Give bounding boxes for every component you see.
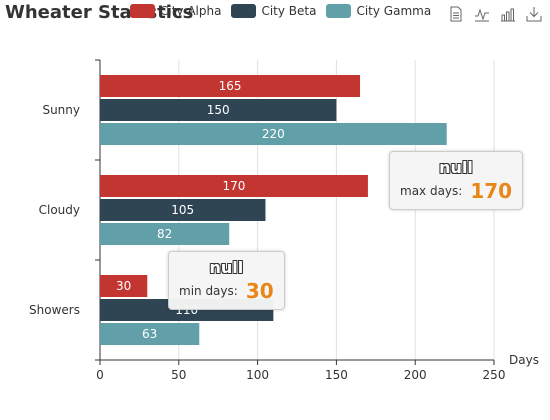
x-tick-label: 250 bbox=[483, 368, 506, 382]
bar bbox=[100, 275, 148, 297]
data-view-icon[interactable] bbox=[448, 6, 464, 22]
legend-label-city-gamma: City Gamma bbox=[356, 4, 432, 18]
tooltip-max: null max days: 170 bbox=[389, 151, 524, 210]
legend-item-city-gamma[interactable]: City Gamma bbox=[326, 4, 431, 18]
toolbox bbox=[448, 6, 550, 22]
x-axis-title: Days bbox=[509, 353, 539, 367]
bar-value-label: 63 bbox=[142, 327, 157, 341]
tooltip-max-value: 170 bbox=[470, 179, 513, 203]
y-category-label: Showers bbox=[29, 303, 80, 317]
legend-item-city-beta[interactable]: City Beta bbox=[231, 4, 316, 18]
legend: City Alpha City Beta City Gamma bbox=[130, 4, 441, 18]
save-image-icon[interactable] bbox=[526, 6, 542, 22]
bar-value-label: 170 bbox=[223, 179, 246, 193]
bar bbox=[100, 99, 337, 121]
bar-chart-icon[interactable] bbox=[500, 6, 516, 22]
tooltip-max-label: max days: bbox=[400, 184, 463, 198]
legend-swatch-city-alpha bbox=[130, 4, 155, 18]
tooltip-min-value: 30 bbox=[245, 279, 274, 303]
x-tick-label: 150 bbox=[325, 368, 348, 382]
bar bbox=[100, 123, 447, 145]
x-tick-label: 200 bbox=[404, 368, 427, 382]
line-chart-icon[interactable] bbox=[474, 6, 490, 22]
bar-value-label: 82 bbox=[157, 227, 172, 241]
bar bbox=[100, 323, 200, 345]
tooltip-max-title: null bbox=[439, 158, 473, 177]
bar-value-label: 165 bbox=[219, 79, 242, 93]
bar bbox=[100, 199, 266, 221]
tooltip-min-label: min days: bbox=[179, 284, 238, 298]
bar bbox=[100, 223, 230, 245]
x-tick-label: 0 bbox=[96, 368, 104, 382]
x-tick-label: 100 bbox=[246, 368, 269, 382]
bar-value-label: 105 bbox=[171, 203, 194, 217]
bar bbox=[100, 75, 361, 97]
legend-item-city-alpha[interactable]: City Alpha bbox=[130, 4, 221, 18]
tooltip-min: null min days: 30 bbox=[168, 251, 285, 310]
legend-swatch-city-beta bbox=[231, 4, 257, 18]
bar bbox=[100, 175, 368, 197]
tooltip-min-title: null bbox=[209, 258, 244, 277]
bar-value-label: 220 bbox=[262, 127, 285, 141]
y-category-label: Sunny bbox=[42, 103, 80, 117]
legend-swatch-city-gamma bbox=[326, 4, 352, 18]
bar-value-label: 150 bbox=[207, 103, 230, 117]
legend-label-city-alpha: City Alpha bbox=[160, 4, 222, 18]
legend-label-city-beta: City Beta bbox=[261, 4, 317, 18]
x-tick-label: 50 bbox=[171, 368, 186, 382]
bar-value-label: 30 bbox=[116, 279, 131, 293]
y-category-label: Cloudy bbox=[39, 203, 80, 217]
